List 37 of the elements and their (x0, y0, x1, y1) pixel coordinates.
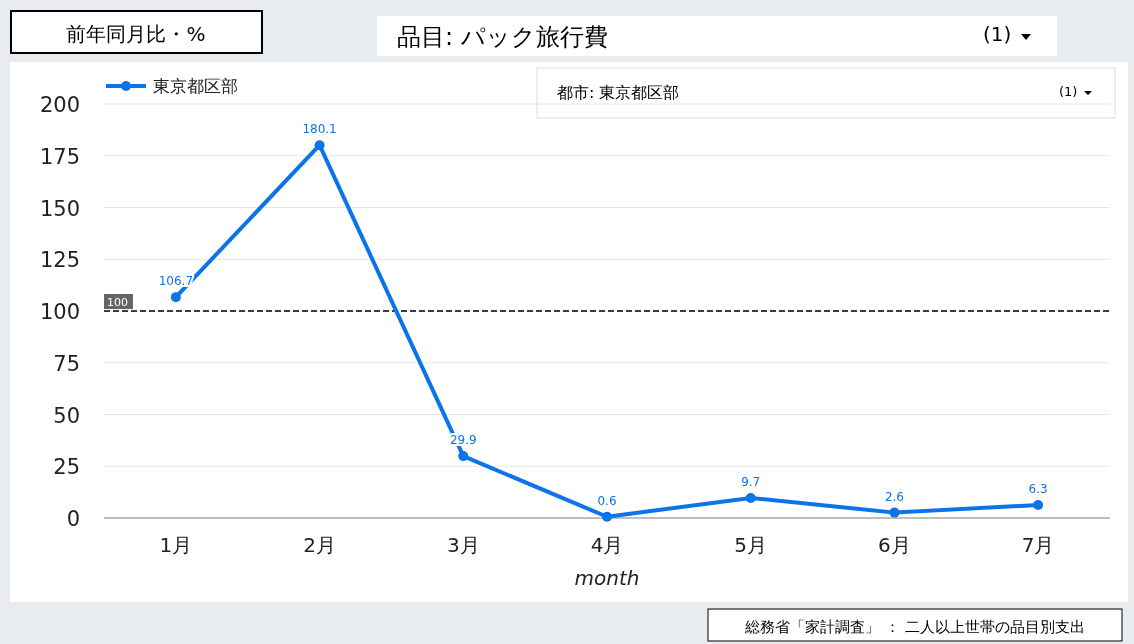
point (889, 507, 900, 518)
x-tick-label: 4月 (590, 533, 624, 557)
y-tick-label: 25 (53, 455, 80, 480)
y-tick-label: 150 (39, 196, 80, 221)
text: 品目: パック旅行費 (397, 23, 608, 51)
text: (1) (1059, 84, 1078, 99)
point (602, 511, 612, 522)
chart-title: 前年同月比・% (66, 22, 206, 46)
point (1033, 499, 1044, 510)
data-label: 9.7 (741, 474, 761, 489)
y-tick-label: 200 (39, 93, 80, 117)
y-tick-label: 175 (39, 144, 80, 169)
text: 都市: 東京都区部 (557, 83, 680, 102)
x-tick-label: 2月 (303, 533, 336, 557)
x-tick-label: 3月 (446, 533, 480, 557)
y-tick-label: 0 (66, 507, 80, 531)
point (314, 140, 325, 151)
point (170, 292, 181, 303)
x-tick-label: 6月 (878, 533, 911, 557)
text: 総務省「家計調査」 ： 二人以上世帯の品目別支出 (744, 618, 1085, 636)
ref-line-label: 100 (107, 296, 128, 309)
y-tick-label: 50 (53, 403, 80, 428)
legend-label: 東京都区部 (153, 76, 238, 96)
x-tick-label: 7月 (1021, 533, 1055, 557)
y-tick-label: 100 (39, 300, 80, 324)
y-tick-label: 125 (39, 248, 80, 273)
x-axis-title: month (574, 566, 640, 590)
text: (1) (983, 22, 1012, 46)
y-tick-label: 75 (53, 351, 80, 376)
data-label: 2.6 (884, 489, 904, 504)
point (458, 451, 469, 462)
data-label: 0.6 (597, 493, 617, 508)
point (745, 492, 756, 503)
x-tick-label: 1月 (159, 533, 193, 557)
data-label: 180.1 (302, 122, 337, 137)
data-label: 6.3 (1028, 481, 1048, 496)
x-tick-label: 5月 (734, 533, 768, 557)
